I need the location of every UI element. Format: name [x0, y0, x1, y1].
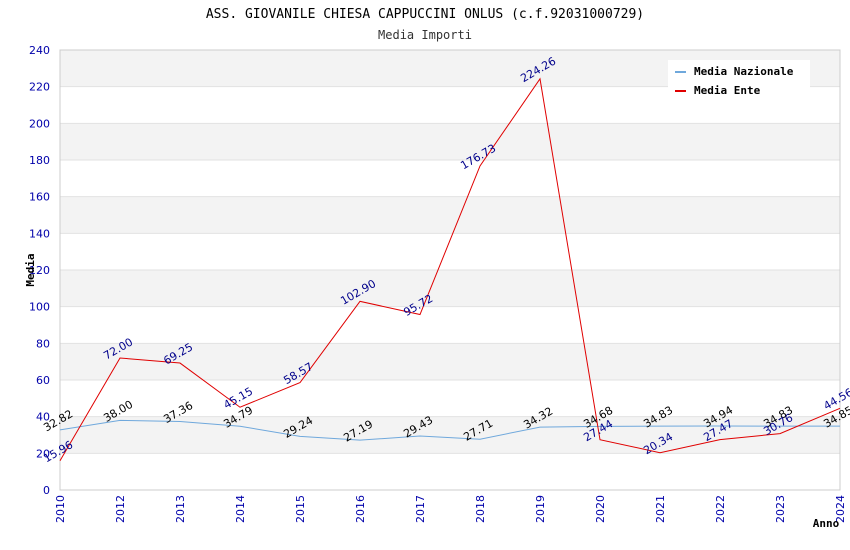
- y-tick-label: 140: [29, 227, 50, 240]
- x-tick-label: 2013: [174, 495, 187, 523]
- x-tick-label: 2016: [354, 495, 367, 523]
- series-line-media-ente: [59, 77, 841, 461]
- legend-label-media-nazionale: Media Nazionale: [694, 65, 794, 78]
- y-axis-ticks: 0 20 40 60 80 100 120 140 160 180 200 220 240: [29, 44, 50, 497]
- x-tick-label: 2020: [594, 495, 607, 523]
- x-axis-ticks: 2010 2012 2013 2014 2015 2016 2017 2018 2019 2020…: [54, 495, 847, 523]
- y-tick-label: 200: [29, 117, 50, 130]
- x-tick-label: 2014: [234, 495, 247, 523]
- x-tick-label: 2017: [414, 495, 427, 523]
- y-tick-label: 0: [43, 484, 50, 497]
- x-tick-label: 2021: [654, 495, 667, 523]
- band-8: [60, 160, 840, 197]
- band-5: [60, 270, 840, 307]
- x-tick-label: 2024: [834, 495, 847, 523]
- band-2: [60, 380, 840, 417]
- y-tick-label: 160: [29, 191, 50, 204]
- chart-subtitle: Media Importi: [378, 28, 472, 42]
- legend: Media Nazionale Media Ente: [668, 60, 810, 102]
- x-tick-label: 2022: [714, 495, 727, 523]
- y-tick-label: 60: [36, 374, 50, 387]
- band-0: [60, 453, 840, 490]
- band-7: [60, 196, 840, 234]
- x-tick-label: 2019: [534, 495, 547, 523]
- y-tick-label: 100: [29, 301, 50, 314]
- band-9: [60, 123, 840, 160]
- band-4: [60, 306, 840, 344]
- series-line-media-nazionale: [59, 419, 841, 441]
- legend-box: [668, 60, 810, 102]
- x-tick-label: 2018: [474, 495, 487, 523]
- y-tick-label: 180: [29, 154, 50, 167]
- legend-label-media-ente: Media Ente: [694, 84, 761, 97]
- y-tick-label: 220: [29, 81, 50, 94]
- y-tick-label: 80: [36, 337, 50, 350]
- chart-title: ASS. GIOVANILE CHIESA CAPPUCCINI ONLUS (…: [206, 7, 644, 22]
- band-3: [60, 343, 840, 380]
- x-tick-label: 2023: [774, 495, 787, 523]
- y-tick-label: 120: [29, 264, 50, 277]
- x-axis-label: Anno: [813, 517, 840, 530]
- y-tick-label: 20: [36, 447, 50, 460]
- x-tick-label: 2015: [294, 495, 307, 523]
- y-axis-label: Media: [24, 253, 37, 286]
- band-6: [60, 233, 840, 270]
- plot-frame: [59, 49, 841, 491]
- y-tick-label: 240: [29, 44, 50, 57]
- x-tick-label: 2010: [54, 495, 67, 523]
- y-tick-label: 40: [36, 411, 50, 424]
- x-tick-label: 2012: [114, 495, 127, 523]
- series-group: [59, 77, 841, 461]
- plot-background-bands: [60, 50, 840, 490]
